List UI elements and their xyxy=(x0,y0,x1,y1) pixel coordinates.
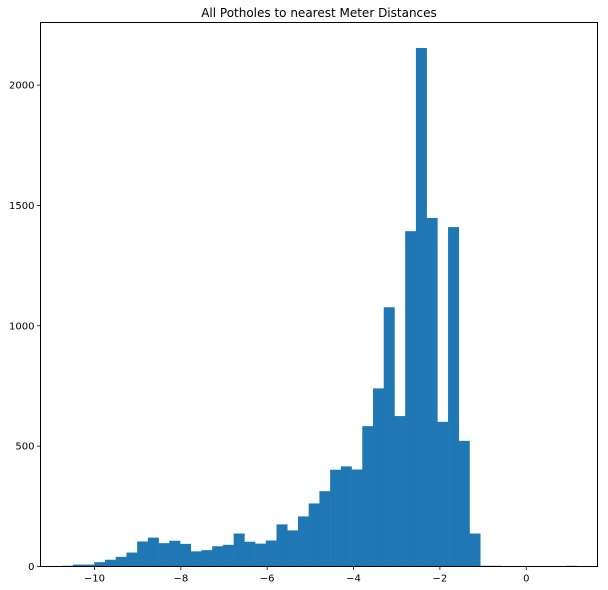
histogram-bar xyxy=(394,416,406,567)
histogram-bar xyxy=(255,543,267,567)
histogram-bar xyxy=(362,426,374,567)
histogram-bar xyxy=(212,546,224,567)
histogram-bar xyxy=(373,388,385,567)
y-tick-label: 0 xyxy=(28,562,34,573)
histogram-bar xyxy=(137,541,149,567)
histogram-bar xyxy=(180,543,192,567)
histogram-bar xyxy=(265,540,277,567)
histogram-bar xyxy=(115,556,127,567)
histogram-bar xyxy=(469,533,481,567)
y-tick-label: 1000 xyxy=(9,321,34,332)
x-tick-label: −6 xyxy=(260,574,275,585)
plot-frame xyxy=(40,22,598,567)
histogram-bar xyxy=(437,421,449,567)
y-tick-label: 500 xyxy=(15,442,34,453)
histogram-bar xyxy=(169,540,181,567)
histogram-bar xyxy=(201,550,213,567)
histogram-bar xyxy=(233,533,245,567)
histogram-bar xyxy=(340,466,352,567)
histogram-bar xyxy=(72,564,84,567)
histogram-bar xyxy=(158,543,170,567)
histogram-bar xyxy=(308,503,320,567)
x-tick-label: −2 xyxy=(433,574,448,585)
histogram-bar xyxy=(458,440,470,567)
histogram-bar xyxy=(297,516,309,567)
y-tick-label: 2000 xyxy=(9,81,34,92)
x-tick-label: −4 xyxy=(346,574,361,585)
y-tick-label: 1500 xyxy=(9,201,34,212)
histogram-bar xyxy=(126,552,138,567)
histogram-bar xyxy=(383,307,395,567)
histogram-bar xyxy=(244,541,256,567)
histogram-bar xyxy=(405,231,417,567)
histogram-bar xyxy=(190,551,202,567)
chart-title: All Potholes to nearest Meter Distances xyxy=(201,6,437,20)
histogram-bar xyxy=(147,537,159,567)
histogram-bars xyxy=(62,48,577,567)
histogram-bar xyxy=(319,491,331,567)
x-tick-label: −10 xyxy=(84,574,105,585)
x-axis: −10 −8 −6 −4 −2 0 xyxy=(84,566,529,585)
histogram-bar xyxy=(351,469,363,567)
histogram-bar xyxy=(426,217,438,567)
histogram-bar xyxy=(330,469,342,567)
x-tick-label: −8 xyxy=(173,574,188,585)
histogram-bar xyxy=(94,562,106,567)
histogram-bar xyxy=(276,524,288,567)
histogram-bar xyxy=(104,559,116,567)
histogram-bar xyxy=(83,564,95,567)
histogram-bar xyxy=(448,227,460,567)
x-tick-label: 0 xyxy=(523,574,529,585)
histogram-bar xyxy=(287,530,299,567)
histogram-bar xyxy=(415,48,427,567)
y-axis: 0 500 1000 1500 2000 xyxy=(9,81,41,573)
histogram-bar xyxy=(222,544,234,567)
